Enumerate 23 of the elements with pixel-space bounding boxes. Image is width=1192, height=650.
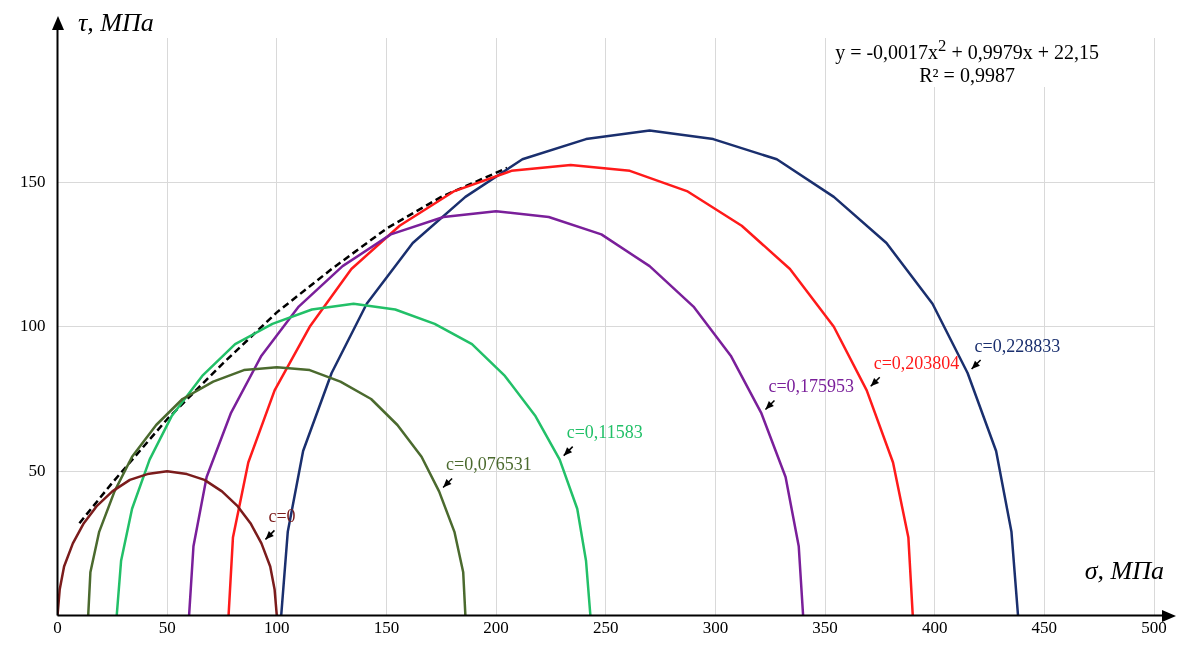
x-tick-label: 350 [812, 618, 838, 638]
x-axis-title: σ, МПа [1084, 556, 1164, 586]
series-label: c=0,228833 [974, 335, 1061, 356]
series-label: c=0,076531 [446, 454, 532, 475]
x-tick-label: 250 [593, 618, 619, 638]
x-tick-label: 450 [1031, 618, 1058, 638]
y-tick-label: 150 [20, 171, 46, 191]
x-tick-label: 0 [53, 618, 62, 638]
x-tick-label: 300 [702, 618, 729, 638]
x-tick-label: 500 [1141, 618, 1167, 638]
x-tick-label: 150 [373, 618, 400, 638]
x-tick-label: 400 [921, 618, 948, 638]
series-label: c=0,203804 [873, 353, 960, 374]
y-tick-label: 50 [28, 460, 46, 480]
y-tick-label: 100 [20, 316, 46, 336]
annotation: R² = 0,9987 [918, 63, 1016, 87]
annotation: y = -0,0017x$^{2}$ + 0,9979x + 22,15 [835, 36, 1099, 64]
series-label: c=0,11583 [566, 422, 643, 443]
x-tick-label: 50 [158, 618, 176, 638]
x-tick-label: 100 [264, 618, 290, 638]
x-tick-label: 200 [483, 618, 509, 638]
y-axis-title: τ, МПа [78, 8, 154, 38]
series-label: c=0,175953 [768, 376, 855, 397]
